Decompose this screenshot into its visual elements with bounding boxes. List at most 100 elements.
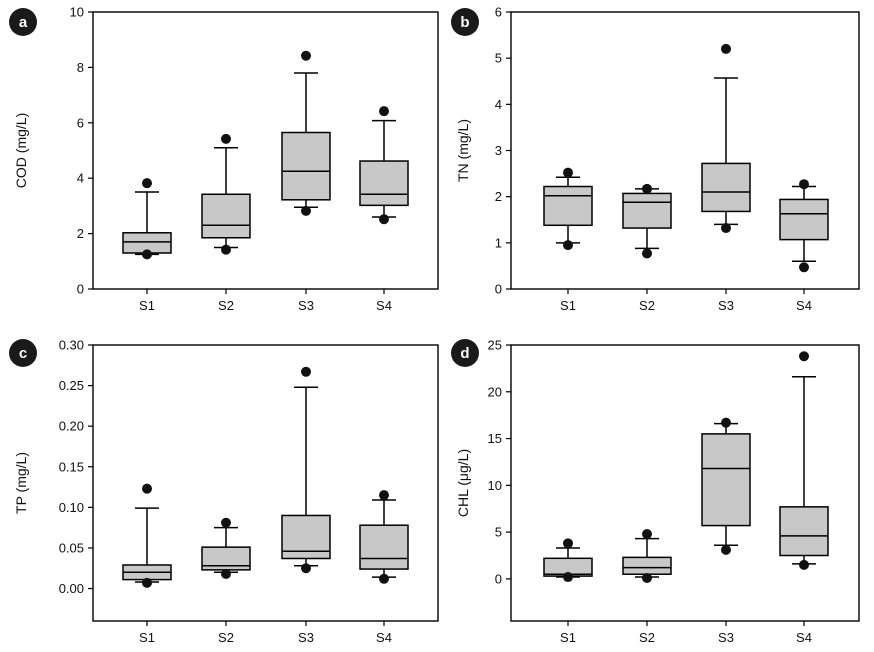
outlier-point: [221, 244, 231, 255]
iqr-box: [359, 160, 409, 207]
x-tick-label: S1: [139, 298, 155, 313]
plot-frame: [92, 11, 439, 290]
box-S2: [622, 528, 672, 583]
outlier-point: [642, 528, 652, 539]
box-S4: [359, 106, 409, 225]
plot-frame: [510, 344, 860, 622]
iqr-box: [779, 506, 829, 557]
box-S1: [122, 178, 172, 260]
outlier-point: [142, 577, 152, 588]
y-tick-label: 3: [495, 143, 502, 158]
panel-badge-label: d: [460, 345, 469, 362]
box-S1: [543, 167, 593, 251]
iqr-box: [701, 162, 751, 213]
y-tick-label: 15: [488, 431, 502, 446]
y-tick-label: 4: [77, 171, 84, 186]
panel-badge-label: b: [460, 14, 469, 31]
x-tick-label: S4: [376, 298, 392, 313]
outlier-point: [721, 43, 731, 54]
box-S3: [281, 366, 331, 574]
x-tick-label: S4: [376, 630, 392, 645]
outlier-point: [379, 573, 389, 584]
y-tick-label: 0.20: [59, 419, 84, 434]
y-axis-label: TN (mg/L): [455, 119, 471, 182]
panel-badge-circle: [451, 339, 479, 367]
outlier-point: [301, 563, 311, 574]
outlier-point: [142, 249, 152, 260]
x-tick-label: S3: [298, 298, 314, 313]
y-tick-label: 4: [495, 97, 502, 112]
outlier-point: [301, 366, 311, 377]
box-S3: [281, 50, 331, 216]
outlier-point: [721, 544, 731, 555]
y-tick-label: 5: [495, 51, 502, 66]
box-S2: [622, 183, 672, 259]
outlier-point: [563, 538, 573, 549]
y-tick-label: 0.25: [59, 378, 84, 393]
x-tick-label: S2: [639, 298, 655, 313]
outlier-point: [563, 167, 573, 178]
panel-b: 0 1 2 3 4 5 6 S1 S2 S3 S4 TN (mg/L) b: [451, 5, 860, 313]
iqr-box: [543, 185, 593, 227]
box-S1: [543, 538, 593, 583]
iqr-box: [201, 193, 251, 239]
y-tick-label: 0.30: [59, 338, 84, 353]
outlier-point: [799, 179, 809, 190]
x-tick-label: S3: [718, 630, 734, 645]
outlier-point: [799, 262, 809, 273]
outlier-point: [642, 248, 652, 259]
outlier-point: [142, 483, 152, 494]
panel-d: 0 5 10 15 20 25 S1 S2 S3 S4 CHL (μg/L) d: [451, 338, 860, 645]
outlier-point: [221, 517, 231, 528]
y-tick-label: 8: [77, 60, 84, 75]
iqr-box: [701, 433, 751, 527]
y-axis-label: COD (mg/L): [13, 113, 29, 188]
y-tick-label: 0.10: [59, 500, 84, 515]
box-S1: [122, 483, 172, 588]
y-tick-label: 6: [77, 115, 84, 130]
outlier-point: [563, 240, 573, 251]
y-tick-label: 0.15: [59, 459, 84, 474]
plot-frame: [510, 11, 860, 290]
y-tick-label: 1: [495, 235, 502, 250]
box-S3: [701, 417, 751, 555]
outlier-point: [642, 183, 652, 194]
x-tick-label: S1: [560, 630, 576, 645]
panel-badge-circle: [451, 8, 479, 36]
panel-c: 0.00 0.05 0.10 0.15 0.20 0.25 0.30 S1 S2 S3 S4 TP (…: [9, 338, 439, 645]
outlier-point: [221, 133, 231, 144]
y-tick-label: 20: [488, 384, 502, 399]
x-tick-label: S4: [796, 298, 812, 313]
y-tick-label: 0: [495, 282, 502, 297]
box-S4: [779, 179, 829, 273]
x-tick-label: S3: [298, 630, 314, 645]
y-tick-label: 10: [488, 478, 502, 493]
y-tick-label: 6: [495, 5, 502, 20]
panel-badge-label: c: [19, 345, 27, 362]
panel-badge-label: a: [19, 14, 28, 31]
y-tick-label: 0.05: [59, 540, 84, 555]
panel-badge-circle: [9, 339, 37, 367]
y-axis-label: CHL (μg/L): [455, 449, 471, 517]
outlier-point: [301, 205, 311, 216]
outlier-point: [563, 572, 573, 583]
x-tick-label: S2: [639, 630, 655, 645]
outlier-point: [799, 559, 809, 570]
y-tick-label: 10: [70, 5, 84, 20]
x-tick-label: S2: [218, 630, 234, 645]
y-axis-label: TP (mg/L): [13, 452, 29, 514]
box-S4: [359, 490, 409, 584]
y-tick-label: 0: [495, 571, 502, 586]
panel-badge-circle: [9, 8, 37, 36]
x-tick-label: S3: [718, 298, 734, 313]
outlier-point: [379, 106, 389, 117]
iqr-box: [622, 192, 672, 229]
box-S2: [201, 517, 251, 579]
outlier-point: [799, 351, 809, 362]
plot-frame: [92, 344, 439, 622]
box-S3: [701, 43, 751, 234]
x-tick-label: S1: [139, 630, 155, 645]
outlier-point: [642, 572, 652, 583]
iqr-box: [622, 556, 672, 575]
